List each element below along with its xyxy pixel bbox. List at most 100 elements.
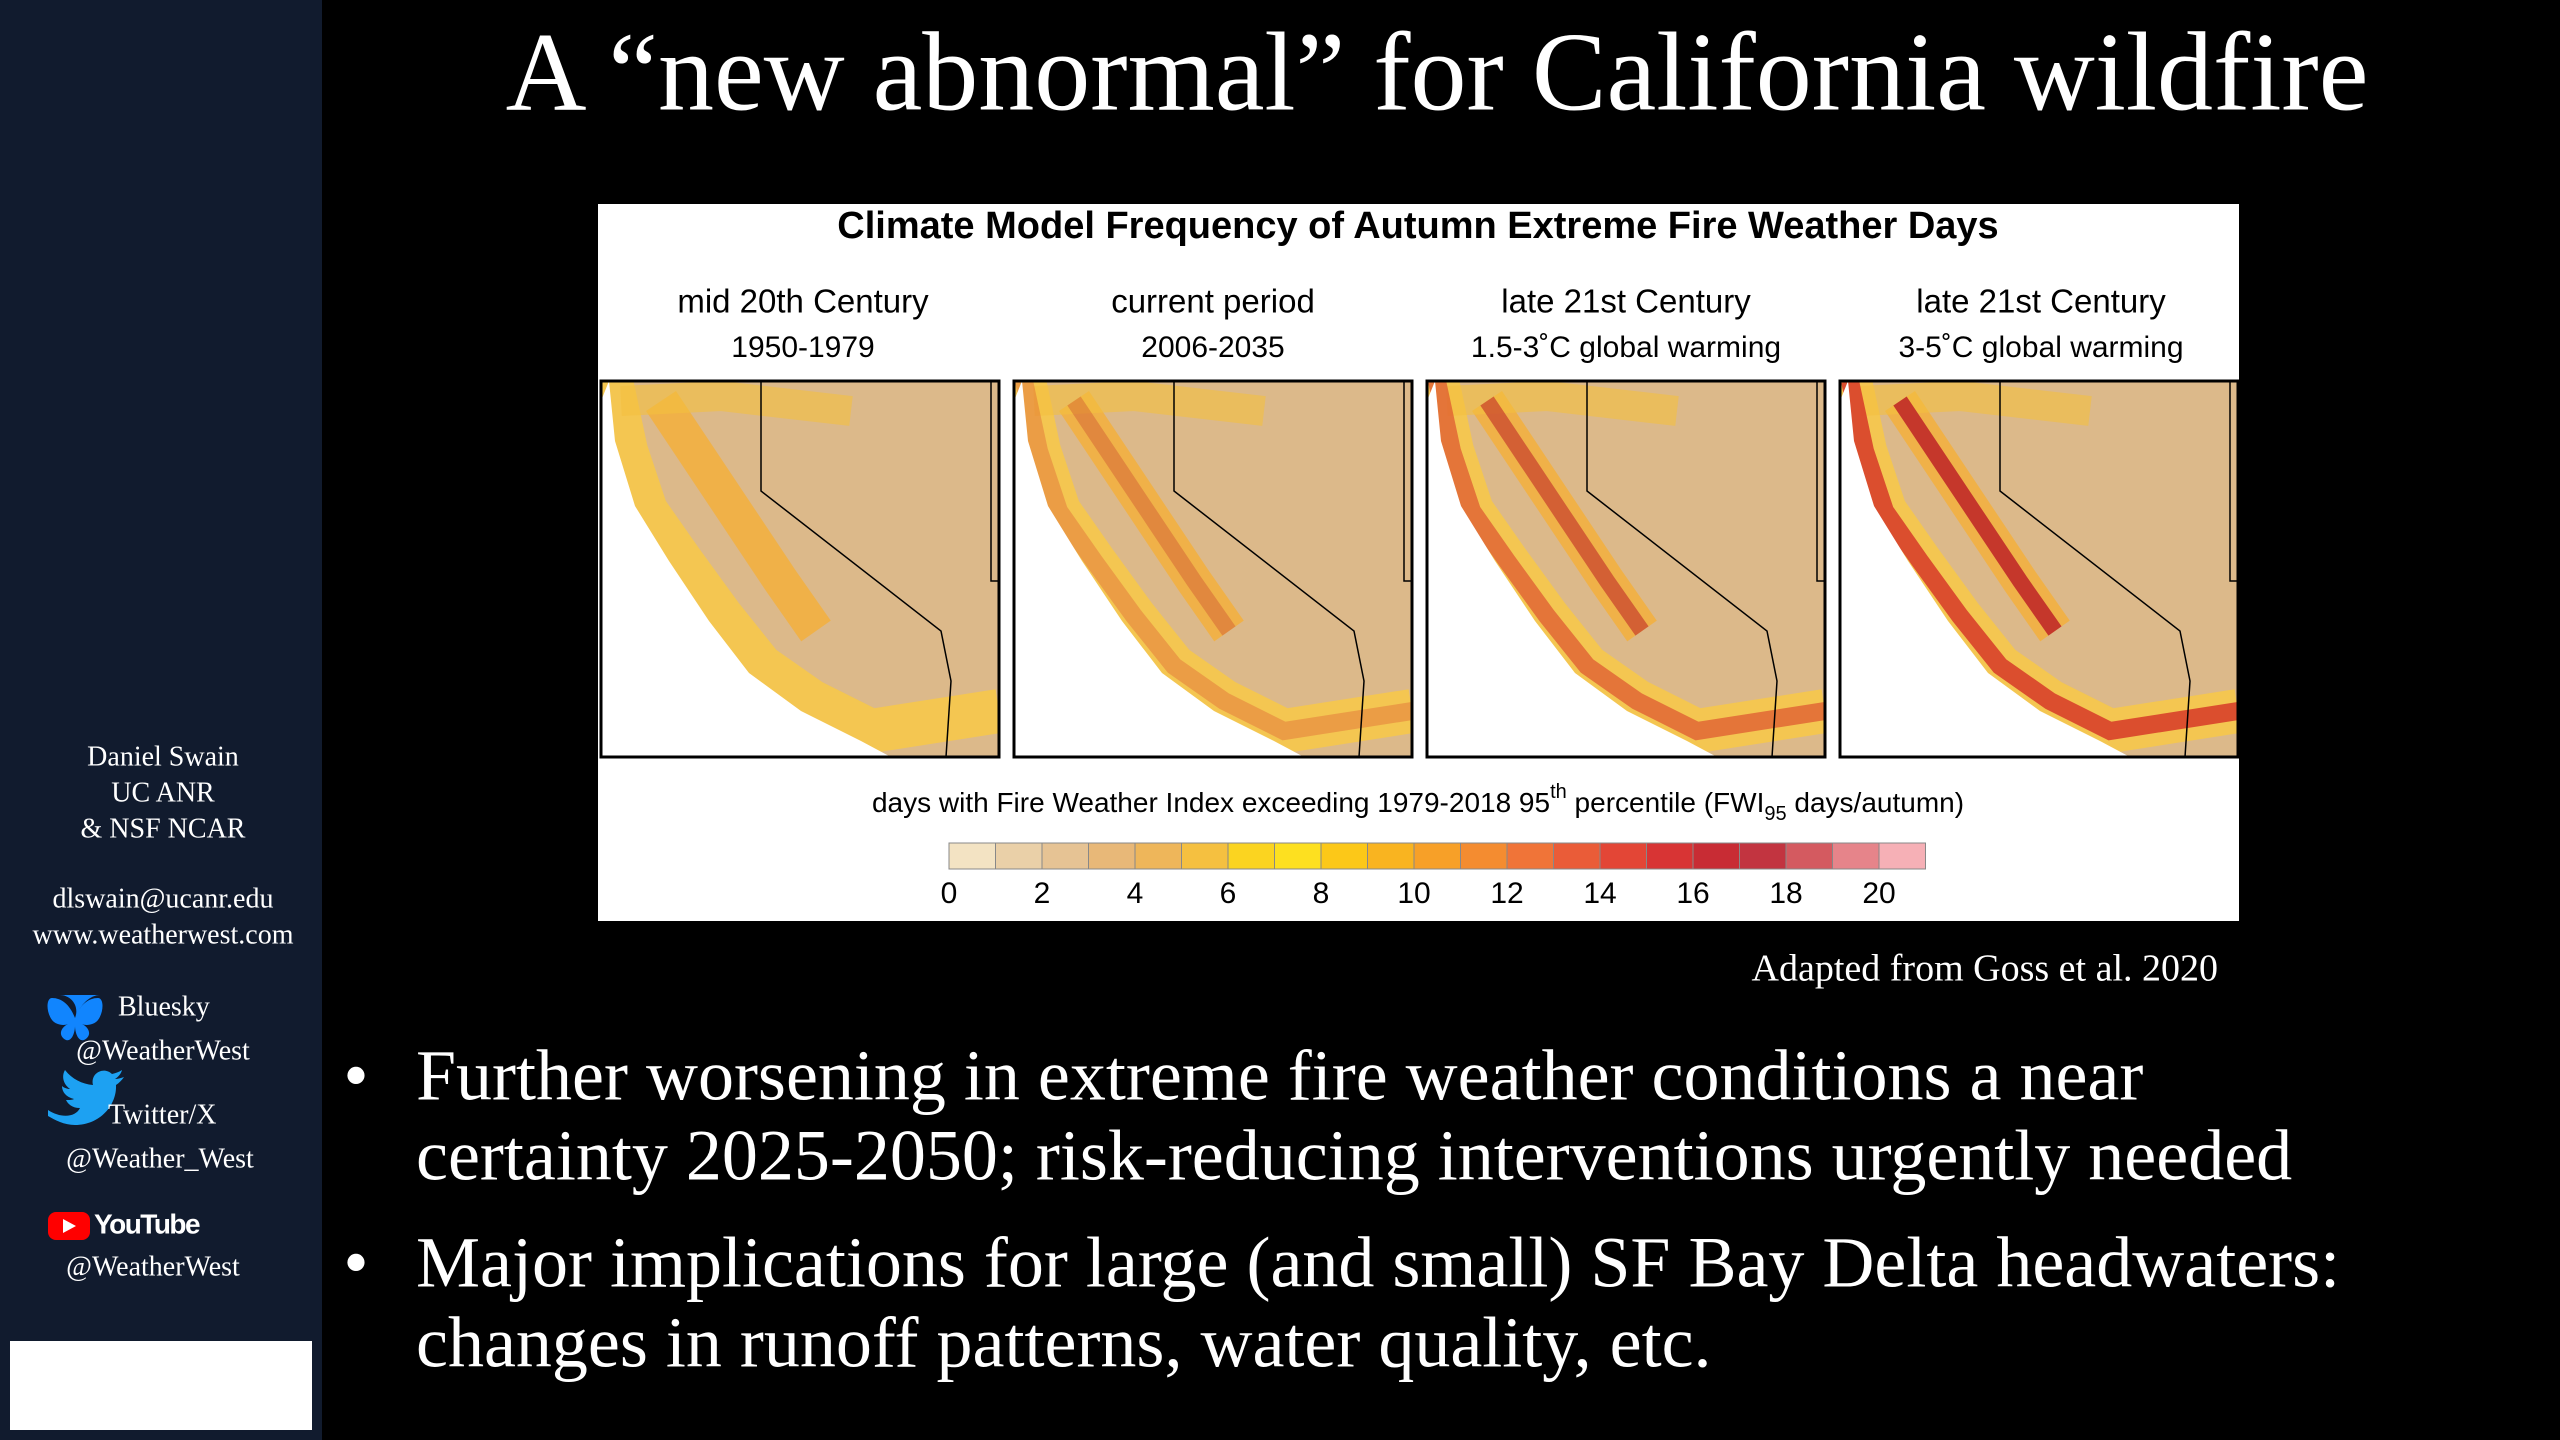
- colorbar-cell: [1181, 842, 1229, 870]
- author-line: Daniel Swain: [87, 741, 239, 772]
- bullet-text: Major implications for large (and small)…: [416, 1223, 2340, 1303]
- panel-period: 1.5-3˚C global warming: [1471, 331, 1781, 364]
- colorbar-cell: [1274, 842, 1322, 870]
- caption-text: days with Fire Weather Index exceeding 1…: [872, 787, 1550, 818]
- map-sierra-heat: [1893, 396, 2062, 636]
- colorbar-label: 0: [941, 877, 958, 910]
- author-line: & NSF NCAR: [81, 813, 246, 844]
- colorbar-cell: [1088, 842, 1136, 870]
- map-coast-heat: [1841, 381, 2238, 741]
- caption-text: days/autumn): [1787, 787, 1964, 818]
- contact-line: www.weatherwest.com: [33, 919, 294, 950]
- map-ocean: [1840, 381, 2130, 757]
- map-border: [1173, 381, 1365, 757]
- youtube-label: YouTube: [94, 1208, 200, 1239]
- twitter-icon: [48, 1070, 124, 1125]
- map-border: [1816, 381, 1825, 582]
- colorbar-cell: [1785, 842, 1833, 870]
- map-frame: [1425, 379, 1827, 759]
- author-line: UC ANR: [111, 777, 215, 808]
- map-border: [1999, 381, 2191, 757]
- map: [1427, 381, 1825, 757]
- figure-title: Climate Model Frequency of Autumn Extrem…: [837, 205, 1998, 247]
- colorbar-label: 2: [1034, 877, 1051, 910]
- colorbar-cell: [1134, 842, 1182, 870]
- map-coast-heat: [1015, 381, 1412, 741]
- figure-caption: days with Fire Weather Index exceeding 1…: [872, 781, 1964, 825]
- colorbar-cell: [1692, 842, 1740, 870]
- social-platform: Twitter/X: [108, 1099, 216, 1130]
- colorbar-label: 20: [1862, 877, 1895, 910]
- map-sierra-band: [1059, 391, 1244, 642]
- bullet-text: changes in runoff patterns, water qualit…: [416, 1303, 1712, 1383]
- colorbar-cell: [1041, 842, 1089, 870]
- social-platform: Bluesky: [118, 991, 210, 1022]
- bullet-text: Further worsening in extreme fire weathe…: [416, 1036, 2143, 1116]
- panel-heading: late 21st Century: [1501, 283, 1751, 320]
- colorbar-cell: [948, 842, 996, 870]
- slide-title: A “new abnormal” for California wildfire: [506, 11, 2369, 135]
- colorbar-cell: [1646, 842, 1694, 870]
- colorbar-label: 10: [1397, 877, 1430, 910]
- colorbar-label: 14: [1583, 877, 1616, 910]
- map-border: [760, 381, 952, 757]
- colorbar-cell: [1227, 842, 1275, 870]
- map: [1014, 381, 1412, 757]
- map-north-band: [1033, 381, 1266, 426]
- colorbar-cell: [1506, 842, 1554, 870]
- sidebar: [0, 0, 322, 1440]
- colorbar-cell: [1320, 842, 1368, 870]
- panel-period: 3-5˚C global warming: [1898, 331, 2183, 364]
- caption-sup: th: [1550, 781, 1567, 803]
- logo-box: [10, 1341, 312, 1430]
- colorbar-label: 6: [1220, 877, 1237, 910]
- map-ocean: [1014, 381, 1304, 757]
- colorbar-cell: [995, 842, 1043, 870]
- colorbar-cell: [1367, 842, 1415, 870]
- colorbar-cell: [1878, 842, 1926, 870]
- map-frame: [1012, 379, 1414, 759]
- map-sierra-heat: [1067, 396, 1236, 636]
- map-coast-band: [601, 381, 999, 754]
- panel-heading: current period: [1111, 283, 1315, 320]
- bullet-text: certainty 2025-2050; risk-reducing inter…: [416, 1116, 2292, 1196]
- panel-heading: mid 20th Century: [677, 283, 929, 320]
- bluesky-icon: [47, 995, 103, 1041]
- map-north-band: [1446, 381, 1679, 426]
- colorbar-cell: [1553, 842, 1601, 870]
- map-coast-band: [1014, 381, 1412, 754]
- colorbar-label: 12: [1490, 877, 1523, 910]
- figure-credit: Adapted from Goss et al. 2020: [1752, 948, 2218, 990]
- caption-sub: 95: [1764, 803, 1786, 825]
- colorbar-label: 8: [1313, 877, 1330, 910]
- map-border: [1586, 381, 1778, 757]
- map-north-band: [1859, 381, 2092, 426]
- map: [1840, 381, 2238, 757]
- map-north-band: [620, 381, 853, 426]
- panel-period: 1950-1979: [731, 331, 874, 364]
- map-border: [2229, 381, 2238, 582]
- colorbar-label: 16: [1676, 877, 1709, 910]
- map: [601, 381, 999, 757]
- panel-period: 2006-2035: [1141, 331, 1284, 364]
- colorbar-cell: [1460, 842, 1508, 870]
- map-ocean: [601, 381, 891, 757]
- colorbar-cell: [1599, 842, 1647, 870]
- caption-text: percentile (FWI: [1567, 787, 1765, 818]
- social-handle: @WeatherWest: [76, 1035, 250, 1066]
- map-sierra-band: [646, 391, 831, 642]
- colorbar-label: 18: [1769, 877, 1802, 910]
- colorbar-label: 4: [1127, 877, 1144, 910]
- social-handle: @WeatherWest: [66, 1251, 240, 1282]
- panel-heading: late 21st Century: [1916, 283, 2166, 320]
- map-border: [1403, 381, 1412, 582]
- map-coast-heat: [1428, 381, 1825, 741]
- bullet-dot: •: [343, 1223, 368, 1303]
- map-border: [990, 381, 999, 582]
- colorbar-cell: [1832, 842, 1880, 870]
- map-ocean: [1427, 381, 1717, 757]
- map-sierra-heat: [1480, 396, 1649, 636]
- youtube-play: [63, 1219, 76, 1233]
